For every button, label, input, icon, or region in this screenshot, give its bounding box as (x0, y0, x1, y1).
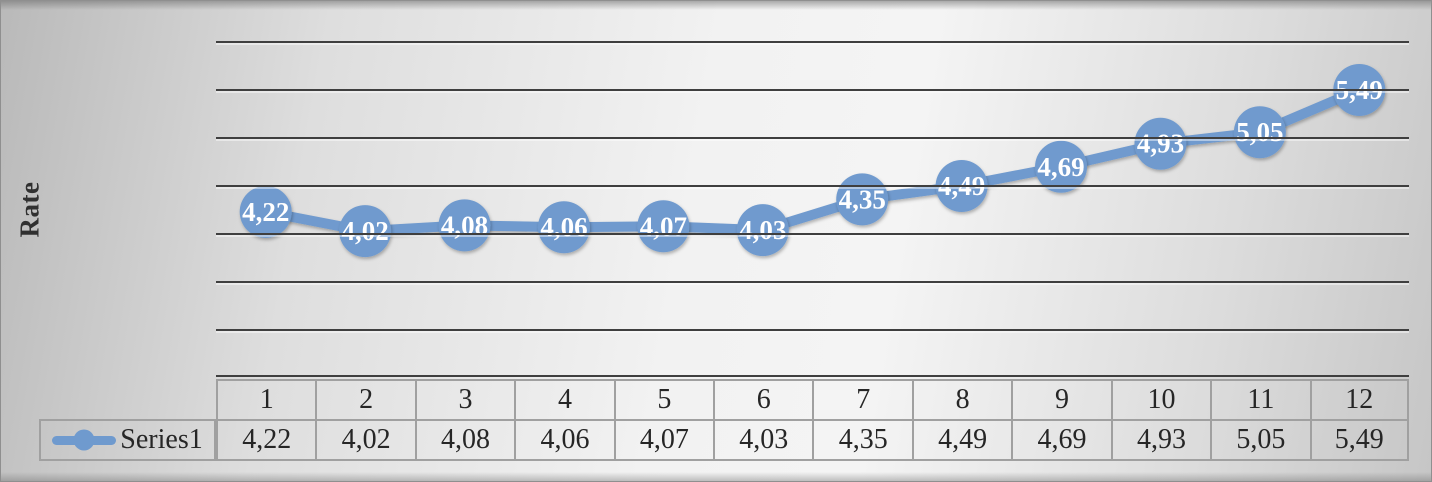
category-header-cell: 11 (1210, 379, 1310, 419)
category-header-cell: 12 (1309, 379, 1409, 419)
data-point-marker (438, 199, 491, 252)
legend-series-label: Series1 (120, 424, 203, 455)
data-point-marker (1035, 140, 1088, 193)
category-header-cell: 10 (1110, 379, 1211, 419)
series-value-row: Series1 4,22 4,02 4,08 4,06 4,07 4,03 4,35 4,49… (39, 419, 1409, 461)
data-point-label: 4,06 (540, 212, 587, 242)
category-header-cell: 3 (414, 379, 515, 419)
category-header-row: 1 2 3 4 5 6 7 8 9 10 11 12 (39, 379, 1409, 419)
plot-area: 4,22 4,02 4,08 4,06 4,07 4,03 4,35 4,49 4,69 4,93… (216, 41, 1409, 377)
value-cell: 4,49 (911, 419, 1012, 461)
gridline (216, 89, 1409, 91)
category-header-cell: 9 (1011, 379, 1111, 419)
series-dot-icon (73, 429, 95, 451)
data-point-marker (637, 200, 690, 253)
data-point-marker (339, 205, 392, 258)
value-cell: 4,93 (1110, 419, 1211, 461)
x-axis-line (216, 375, 1409, 377)
value-cell: 5,49 (1309, 419, 1409, 461)
data-point-marker (537, 201, 590, 254)
gridline (216, 281, 1409, 283)
data-point-marker (239, 185, 292, 238)
category-header-cell: 6 (713, 379, 813, 419)
category-header-cell: 5 (613, 379, 714, 419)
value-cell: 4,22 (216, 419, 316, 461)
data-point-label: 4,03 (739, 215, 786, 245)
category-header-cell: 7 (812, 379, 912, 419)
data-point-label: 4,93 (1137, 129, 1184, 159)
data-point-label: 5,05 (1236, 117, 1283, 147)
category-header-cell: 4 (514, 379, 614, 419)
value-cell: 4,06 (514, 419, 614, 461)
gridline (216, 41, 1409, 43)
series-layer: 4,224,02 4,08 4,06 4,07 4,034,35 4,494,694,93… (239, 63, 1386, 258)
value-cell: 5,05 (1210, 419, 1310, 461)
data-point-marker (736, 204, 789, 257)
value-cell: 4,03 (713, 419, 813, 461)
data-point-label: 4,08 (441, 210, 488, 240)
data-point-label: 4,35 (839, 184, 886, 214)
data-point-label: 4,69 (1037, 152, 1084, 182)
data-point-marker (1134, 117, 1187, 170)
value-cell: 4,07 (613, 419, 714, 461)
gridline (216, 137, 1409, 139)
data-point-marker (1233, 106, 1286, 159)
y-axis-title-box: Rate (1, 41, 59, 377)
gridline (216, 329, 1409, 331)
value-cell: 4,08 (414, 419, 515, 461)
value-cell: 4,35 (812, 419, 912, 461)
gridline (216, 185, 1409, 187)
category-header-cell: 2 (315, 379, 415, 419)
legend-cell: Series1 (39, 419, 216, 461)
data-point-label: 4,22 (242, 197, 289, 227)
gridline (216, 233, 1409, 235)
y-axis-title: Rate (14, 181, 45, 237)
value-cell: 4,69 (1011, 419, 1111, 461)
series-line (260, 84, 1365, 237)
category-header-cell: 8 (911, 379, 1012, 419)
data-point-label: 4,02 (342, 216, 389, 246)
data-table: 1 2 3 4 5 6 7 8 9 10 11 12 Series1 4,22 4,02 4,08 4,06… (39, 379, 1409, 461)
data-point-label: 4,07 (640, 211, 687, 241)
value-cell: 4,02 (315, 419, 415, 461)
series-line-marker-icon (52, 429, 117, 451)
category-header-cell: 1 (216, 379, 316, 419)
table-corner-spacer (39, 379, 216, 419)
